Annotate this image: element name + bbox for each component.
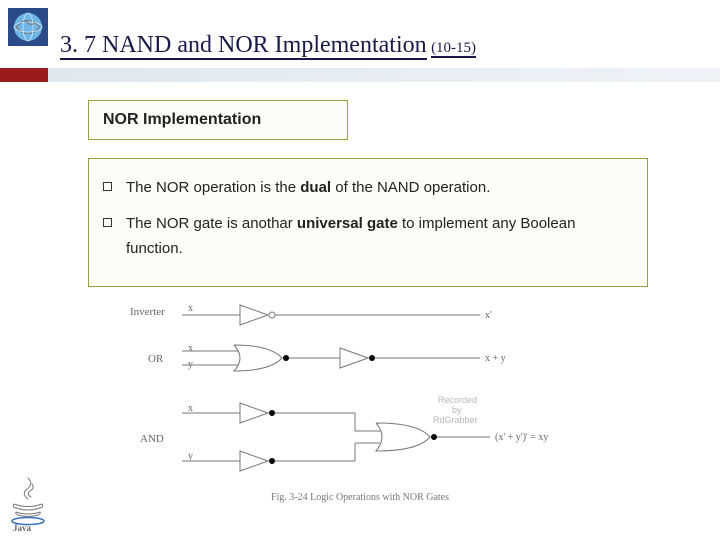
accent-bar-red	[0, 68, 48, 82]
nor-gates-diagram: Inverter OR AND Recorded by RdGrabber x …	[130, 303, 590, 503]
bullet-item: The NOR gate is anothar universal gate t…	[103, 211, 633, 262]
sig-or-top: x	[188, 343, 193, 354]
sig-and-out: (x' + y')' = xy	[495, 432, 548, 443]
row-label-inverter: Inverter	[130, 306, 165, 318]
title-row: 3. 7 NAND and NOR Implementation (10-15)	[60, 12, 720, 65]
bullet-item: The NOR operation is the dual of the NAN…	[103, 175, 633, 201]
bullet-text-bold: dual	[300, 179, 331, 196]
bullet-text: The NOR operation is the dual of the NAN…	[126, 175, 490, 201]
bullet-text-pre: The NOR operation is the	[126, 179, 300, 196]
bullet-text: The NOR gate is anothar universal gate t…	[126, 211, 633, 262]
globe-icon	[8, 8, 48, 46]
subheading-box: NOR Implementation	[88, 100, 348, 140]
bullets-box: The NOR operation is the dual of the NAN…	[88, 158, 648, 287]
slide-header: 3. 7 NAND and NOR Implementation (10-15)	[0, 0, 720, 82]
sig-and-bot: y	[188, 451, 193, 462]
bullet-text-post: of the NAND operation.	[331, 179, 490, 196]
sig-and-top: x	[188, 403, 193, 414]
square-bullet-icon	[103, 218, 112, 227]
java-logo-icon: Java	[6, 476, 50, 532]
bullet-text-bold: universal gate	[297, 215, 398, 232]
sig-inv-in: x	[188, 303, 193, 314]
row-label-or: OR	[148, 353, 163, 365]
page-reference: (10-15)	[431, 40, 476, 58]
diagram-svg: x x' x y x + y x y	[130, 303, 590, 503]
accent-bar-light	[48, 68, 720, 82]
diagram-caption: Fig. 3-24 Logic Operations with NOR Gate…	[130, 492, 590, 503]
row-label-and: AND	[140, 433, 164, 445]
slide-title: 3. 7 NAND and NOR Implementation	[60, 32, 427, 60]
svg-text:Java: Java	[13, 523, 32, 532]
subheading-text: NOR Implementation	[103, 111, 261, 128]
square-bullet-icon	[103, 182, 112, 191]
watermark-line: Recorded	[438, 395, 477, 405]
bullet-text-pre: The NOR gate is anothar	[126, 215, 297, 232]
sig-or-out: x + y	[485, 353, 506, 364]
sig-inv-out: x'	[485, 310, 492, 321]
watermark-line: RdGrabber	[433, 415, 478, 425]
accent-bar	[0, 68, 720, 82]
watermark-line: by	[452, 405, 462, 415]
